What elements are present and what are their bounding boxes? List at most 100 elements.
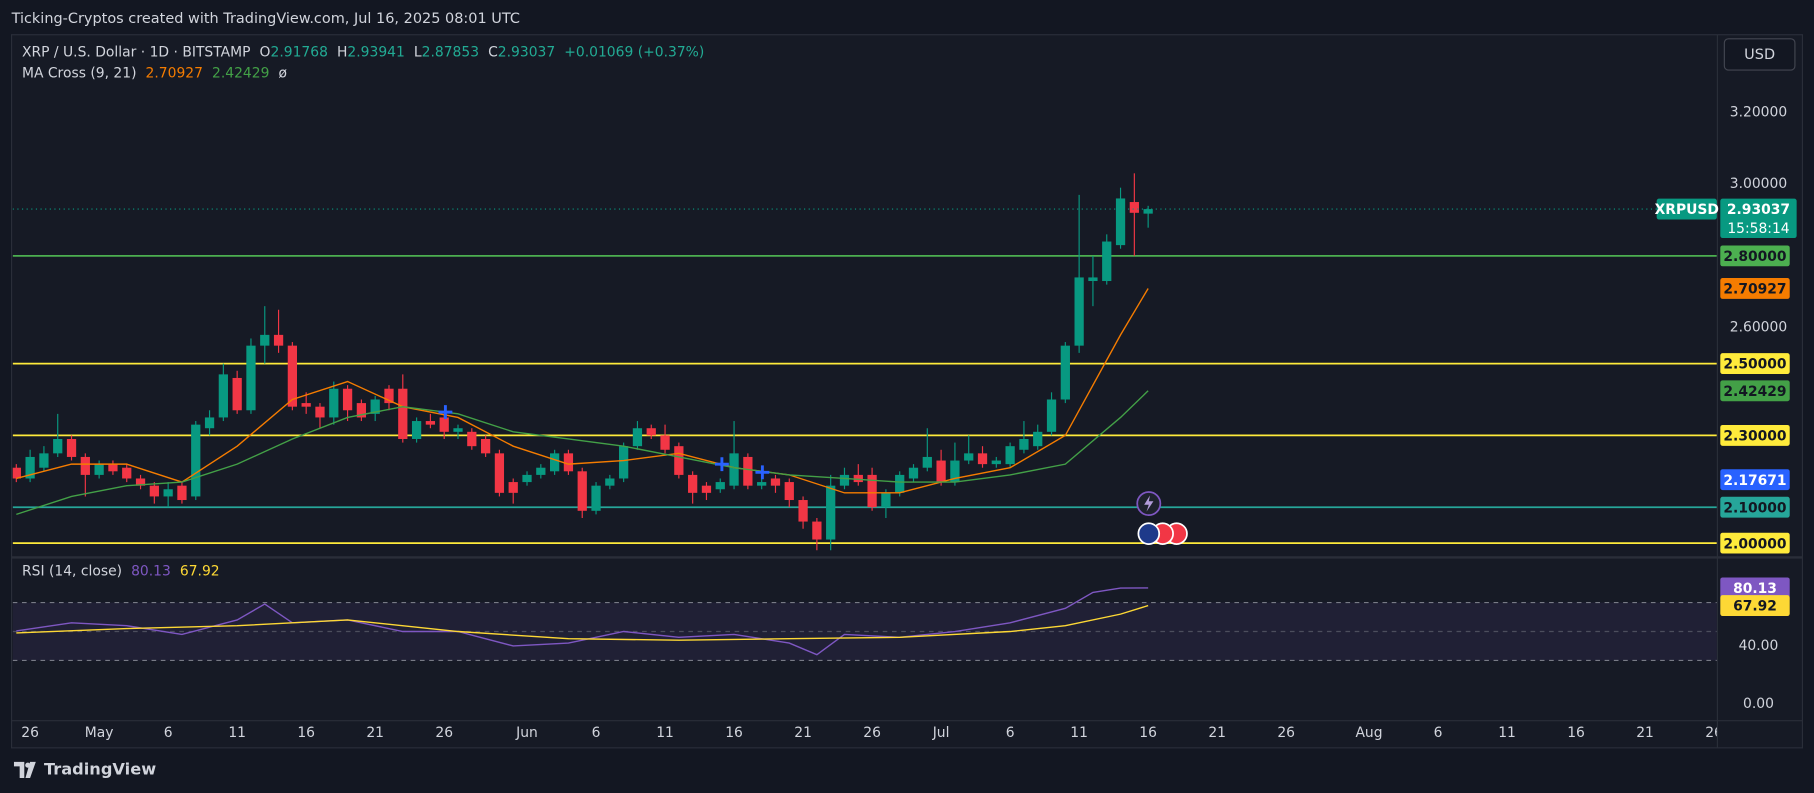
rsi-label-bg xyxy=(1720,577,1790,599)
y-tick-label: 3.00000 xyxy=(1730,176,1787,192)
candle-body xyxy=(522,474,532,483)
signal-marker xyxy=(714,457,729,472)
candle-body xyxy=(812,521,822,540)
x-tick-label: 6 xyxy=(164,725,173,741)
candle-body xyxy=(936,460,946,483)
candle-body xyxy=(329,388,339,418)
logo xyxy=(13,761,36,778)
x-tick-label: Aug xyxy=(1355,725,1382,741)
event-icon xyxy=(1144,495,1154,512)
candle-body xyxy=(757,482,767,486)
price-axis: 3.20000 3.00000 2.60000 40.00 0.00 2.80000 2.5… xyxy=(1655,104,1797,712)
candle-body xyxy=(108,464,118,472)
candle-body xyxy=(743,456,753,486)
ohlc-value: 2.91768 xyxy=(270,43,328,61)
symbol-tag: XRPUSD xyxy=(1655,202,1719,218)
change: +0.01069 (+0.37%) xyxy=(564,43,705,61)
candle-body xyxy=(453,428,463,432)
level-label: 2.30000 xyxy=(1723,429,1786,445)
x-tick-label: 16 xyxy=(725,725,743,741)
time-axis: 26 May 6 11 16 21 26 Jun 6 11 16 21 26 Jul 6 11 16 21 26 Au… xyxy=(21,725,1717,741)
candle-body xyxy=(991,460,1001,465)
candle-body xyxy=(356,403,367,418)
logo-shape xyxy=(13,761,36,778)
candle-body xyxy=(826,485,836,540)
candle-body xyxy=(135,478,146,486)
x-tick-label: 16 xyxy=(1139,725,1157,741)
y-tick-label: 40.00 xyxy=(1739,638,1779,654)
candle-body xyxy=(1074,277,1084,346)
rsi-pane xyxy=(12,587,1717,662)
candle-body xyxy=(798,500,808,522)
ma-label-bg xyxy=(1720,380,1790,402)
candle-body xyxy=(25,456,35,479)
ohlc-value: 2.93037 xyxy=(497,43,556,61)
candle-body xyxy=(218,374,228,418)
candle-body xyxy=(1129,202,1139,213)
signal-markers xyxy=(438,405,770,480)
price-legend: XRP / U.S. Dollar · 1D · BITSTAMP O2.917… xyxy=(22,44,709,60)
rsi-label-bg xyxy=(1720,595,1790,616)
rsi-label: 67.92 xyxy=(1733,599,1777,615)
x-tick-label: 21 xyxy=(794,725,812,741)
candle-body xyxy=(839,474,850,486)
footer: TradingView xyxy=(13,760,157,780)
x-tick-label: 26 xyxy=(21,725,39,741)
candle-body xyxy=(908,467,919,479)
price-tag-bg xyxy=(1720,198,1797,239)
candle-body xyxy=(950,460,960,483)
level-label: 2.10000 xyxy=(1723,500,1786,516)
candle-body xyxy=(577,471,587,511)
ma-line xyxy=(16,288,1149,494)
ma-line xyxy=(16,390,1149,516)
x-tick-label: Jun xyxy=(515,725,538,741)
candle-body xyxy=(895,474,905,493)
currency-button[interactable]: USD xyxy=(1723,38,1796,71)
x-tick-label: 26 xyxy=(1277,725,1295,741)
ohlc-key: L xyxy=(413,43,422,61)
x-tick-label: 26 xyxy=(435,725,453,741)
x-tick-label: May xyxy=(85,725,114,741)
candle-body xyxy=(398,388,408,439)
candle-body xyxy=(12,467,21,479)
candle-body xyxy=(246,345,256,411)
candle-body xyxy=(784,482,794,501)
brand: TradingView xyxy=(43,760,157,780)
candle-body xyxy=(646,428,656,436)
x-tick-label: 11 xyxy=(228,725,246,741)
candle-body xyxy=(66,438,77,457)
marker-label: 2.17671 xyxy=(1723,473,1786,489)
candle-body xyxy=(729,453,739,486)
candle-body xyxy=(177,485,187,501)
candle-body xyxy=(80,456,90,475)
level-label-bg xyxy=(1720,353,1790,375)
candle-body xyxy=(701,485,712,493)
rsi-line xyxy=(16,587,1149,656)
x-tick-label: 16 xyxy=(1567,725,1585,741)
ohlc-key: O xyxy=(259,43,271,61)
candle-body xyxy=(867,474,877,508)
header: Ticking-Cryptos created with TradingView… xyxy=(11,9,520,27)
candle-body xyxy=(770,478,781,486)
candle-body xyxy=(563,453,574,472)
candle-body xyxy=(315,406,325,418)
candle-body xyxy=(1143,209,1153,214)
candle-body xyxy=(301,403,311,407)
candle-body xyxy=(632,428,643,447)
candle-body xyxy=(273,334,284,346)
signal-marker xyxy=(438,405,453,420)
indicator-value: 2.42429 xyxy=(212,64,270,82)
candle-body xyxy=(549,453,560,472)
ohlc-key: C xyxy=(488,43,498,61)
level-label: 2.50000 xyxy=(1723,357,1786,373)
candle-body xyxy=(342,388,353,411)
price-pane xyxy=(12,173,1717,551)
level-label-bg xyxy=(1720,245,1790,267)
x-tick-label: 6 xyxy=(592,725,601,741)
candle-body xyxy=(977,453,988,465)
candle-body xyxy=(1060,345,1070,400)
x-tick-label: 21 xyxy=(1208,725,1226,741)
x-tick-label: 6 xyxy=(1006,725,1015,741)
rsi-label: 80.13 xyxy=(1733,581,1777,597)
logo-shape xyxy=(25,762,31,768)
